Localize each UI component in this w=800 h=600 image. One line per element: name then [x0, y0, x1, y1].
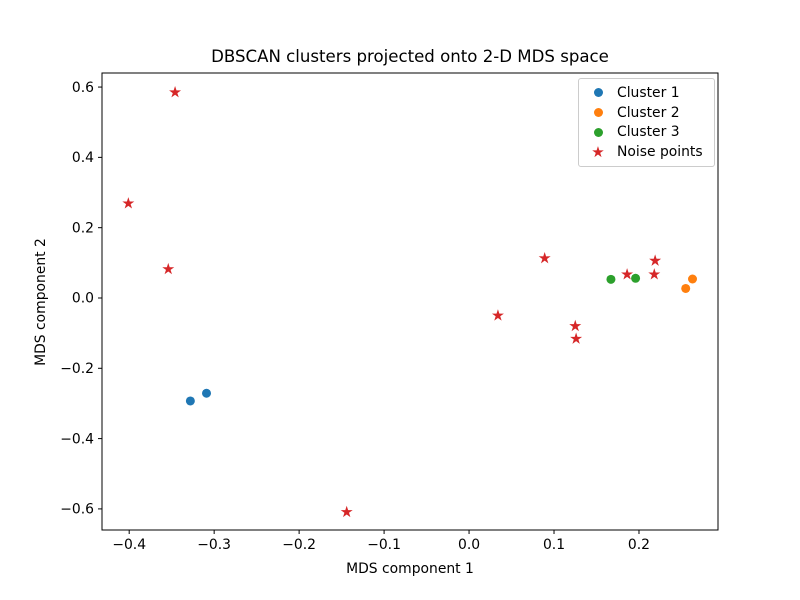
x-tick-label: 0.1 [543, 537, 565, 553]
x-tick-label: 0.2 [628, 537, 650, 553]
legend-item-cluster-3: Cluster 3 [579, 123, 714, 143]
x-axis-label: MDS component 1 [346, 561, 474, 577]
data-point-star [162, 262, 175, 275]
legend-item-cluster-1: Cluster 1 [579, 83, 714, 103]
legend-label: Cluster 2 [617, 104, 680, 121]
data-point [185, 396, 195, 406]
data-point-star [491, 309, 504, 321]
y-tick-label: 0.0 [72, 291, 94, 307]
x-tick-label: −0.3 [197, 537, 231, 553]
data-point-star [570, 332, 583, 344]
cluster-1-circle-icon [593, 88, 603, 98]
axes-frame [101, 72, 719, 531]
data-point-star [122, 197, 135, 209]
y-axis-label: MDS component 2 [33, 238, 49, 366]
y-tick-label: −0.4 [60, 431, 94, 447]
legend-label: Cluster 1 [617, 84, 680, 101]
legend-marker-cell [579, 88, 617, 98]
legend: Cluster 1 Cluster 2 Cluster 3 ★ Noise po… [578, 78, 715, 167]
legend-label: Cluster 3 [617, 124, 680, 141]
data-point-star [648, 268, 661, 280]
legend-item-noise-points: ★ Noise points [579, 142, 714, 162]
data-point-star [169, 86, 182, 98]
x-tick-label: −0.1 [367, 537, 401, 553]
data-point [688, 274, 698, 284]
cluster-2-circle-icon [593, 108, 603, 118]
data-point-star [538, 251, 551, 264]
y-tick-label: 0.2 [72, 220, 94, 236]
legend-marker-cell: ★ [579, 143, 617, 162]
data-point-star [569, 319, 582, 332]
y-tick-label: −0.2 [60, 361, 94, 377]
data-point [681, 283, 691, 293]
legend-item-cluster-2: Cluster 2 [579, 103, 714, 123]
y-tick-label: 0.4 [72, 150, 94, 166]
legend-label: Noise points [617, 144, 703, 161]
data-point-star [649, 254, 662, 266]
x-tick-label: 0.0 [458, 537, 480, 553]
y-tick-label: 0.6 [72, 80, 94, 96]
legend-marker-cell [579, 108, 617, 118]
chart-title: DBSCAN clusters projected onto 2-D MDS s… [211, 47, 609, 66]
cluster-3-circle-icon [593, 127, 603, 137]
data-point-star [340, 505, 353, 518]
data-point [606, 274, 616, 284]
x-tick-label: −0.2 [282, 537, 316, 553]
legend-marker-cell [579, 127, 617, 137]
noise-star-icon: ★ [591, 143, 605, 162]
data-point-star [621, 268, 634, 280]
data-point [631, 273, 641, 283]
data-point [202, 388, 212, 398]
y-tick-label: −0.6 [60, 502, 94, 518]
x-tick-label: −0.4 [112, 537, 146, 553]
